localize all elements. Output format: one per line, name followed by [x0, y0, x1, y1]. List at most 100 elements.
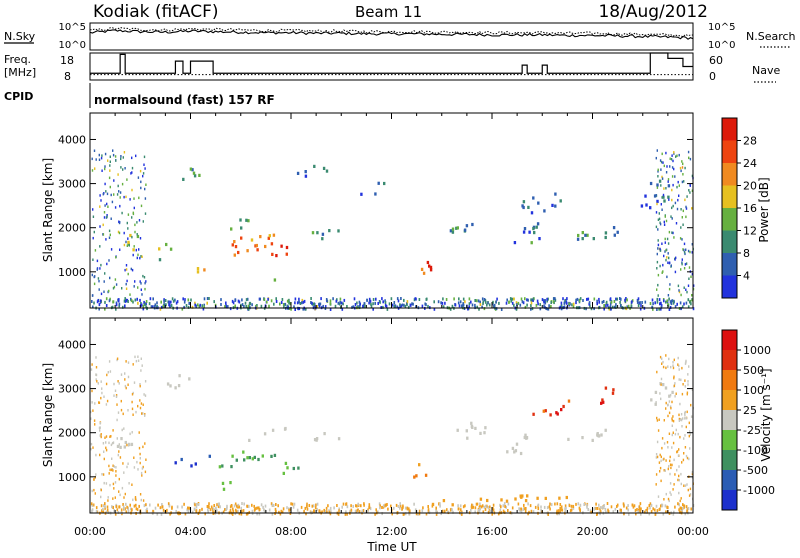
power-cell — [680, 169, 682, 173]
power-cell — [659, 159, 662, 162]
power-colorbar-tick-label: 16 — [743, 202, 757, 215]
power-cell — [302, 300, 305, 304]
velocity-cell — [401, 507, 403, 511]
power-cell — [140, 186, 142, 190]
power-cell — [301, 298, 304, 302]
velocity-cell — [120, 408, 123, 412]
power-cell — [197, 303, 199, 307]
power-cell — [615, 297, 617, 301]
velocity-cell — [595, 502, 597, 506]
power-cell — [478, 307, 480, 311]
velocity-scatter-region-3 — [282, 461, 300, 475]
velocity-cell — [503, 502, 506, 506]
power-cell — [667, 294, 670, 297]
power-cell — [93, 230, 95, 234]
velocity-cell — [686, 391, 689, 394]
velocity-cell — [106, 505, 109, 509]
velocity-cell — [560, 505, 563, 509]
power-cell — [660, 203, 662, 206]
power-cell — [136, 256, 138, 260]
power-cell — [250, 238, 254, 242]
power-cell — [686, 290, 688, 294]
velocity-cell — [659, 355, 662, 359]
power-cell — [91, 157, 93, 161]
power-cell — [165, 303, 167, 307]
velocity-cell — [528, 510, 530, 514]
power-cell — [668, 308, 671, 311]
power-cell — [609, 302, 612, 306]
power-cell — [133, 206, 135, 210]
power-cell — [604, 231, 608, 235]
velocity-cell — [604, 428, 607, 432]
velocity-cell — [137, 468, 139, 471]
power-cell — [245, 218, 248, 222]
velocity-cell — [505, 505, 507, 509]
velocity-cell — [673, 375, 675, 378]
power-cell — [620, 297, 622, 301]
velocity-cell — [100, 495, 102, 499]
velocity-cell — [116, 403, 118, 406]
velocity-cell — [427, 509, 430, 513]
power-cell — [672, 204, 674, 208]
velocity-cell — [135, 507, 138, 511]
power-cell — [681, 258, 683, 261]
power-cell — [687, 150, 690, 154]
power-cell — [246, 249, 249, 253]
velocity-cell — [466, 436, 469, 440]
power-cell — [107, 205, 109, 208]
power-ytick-label: 2000 — [58, 222, 86, 235]
power-cell — [316, 305, 318, 308]
velocity-cell — [197, 503, 200, 506]
power-cell — [109, 185, 111, 189]
velocity-cell — [686, 483, 688, 486]
power-cell — [127, 213, 130, 216]
power-cell — [586, 233, 589, 237]
power-cell — [145, 300, 148, 303]
velocity-cell — [141, 412, 143, 415]
power-colorbar-segment — [722, 230, 737, 253]
power-cell — [119, 191, 122, 194]
power-cell — [589, 304, 591, 308]
power-cell — [133, 285, 135, 288]
velocity-xtick-label: 12:00 — [376, 525, 408, 538]
power-cell — [576, 237, 580, 241]
power-cell — [532, 297, 535, 301]
velocity-cell — [106, 508, 109, 512]
power-cell — [537, 302, 539, 306]
power-cell — [382, 300, 384, 304]
velocity-cell — [481, 504, 484, 508]
power-cell — [359, 302, 361, 306]
power-cell — [645, 203, 648, 207]
velocity-cell — [523, 435, 526, 440]
power-cell — [572, 305, 575, 309]
power-cell — [140, 255, 142, 258]
velocity-cell — [666, 441, 669, 444]
velocity-cell — [127, 509, 130, 513]
power-cell — [657, 168, 659, 172]
power-cell — [117, 299, 120, 303]
velocity-cell — [489, 505, 491, 509]
velocity-cell — [216, 503, 218, 507]
power-scatter-region-4 — [271, 244, 289, 258]
velocity-cell — [564, 509, 567, 513]
power-cell — [559, 199, 562, 203]
power-cell — [109, 155, 111, 158]
power-cell — [530, 304, 532, 307]
velocity-cell — [135, 359, 138, 363]
velocity-scatter-region-6 — [221, 481, 232, 491]
velocity-cell — [134, 496, 137, 499]
power-cell — [462, 303, 464, 307]
velocity-xtick-label: 20:00 — [577, 525, 609, 538]
noise-tick-high-left: 10^5 — [59, 22, 86, 33]
power-colorbar-segment — [722, 253, 737, 276]
velocity-cell — [279, 512, 282, 516]
velocity-cell — [146, 510, 148, 514]
velocity-cell — [665, 366, 667, 370]
velocity-cell — [492, 508, 495, 512]
velocity-cell — [146, 507, 148, 511]
power-cell — [483, 307, 486, 311]
velocity-cell — [523, 503, 525, 507]
velocity-cell — [188, 506, 190, 510]
velocity-cell — [564, 507, 566, 511]
velocity-cell — [262, 505, 264, 509]
